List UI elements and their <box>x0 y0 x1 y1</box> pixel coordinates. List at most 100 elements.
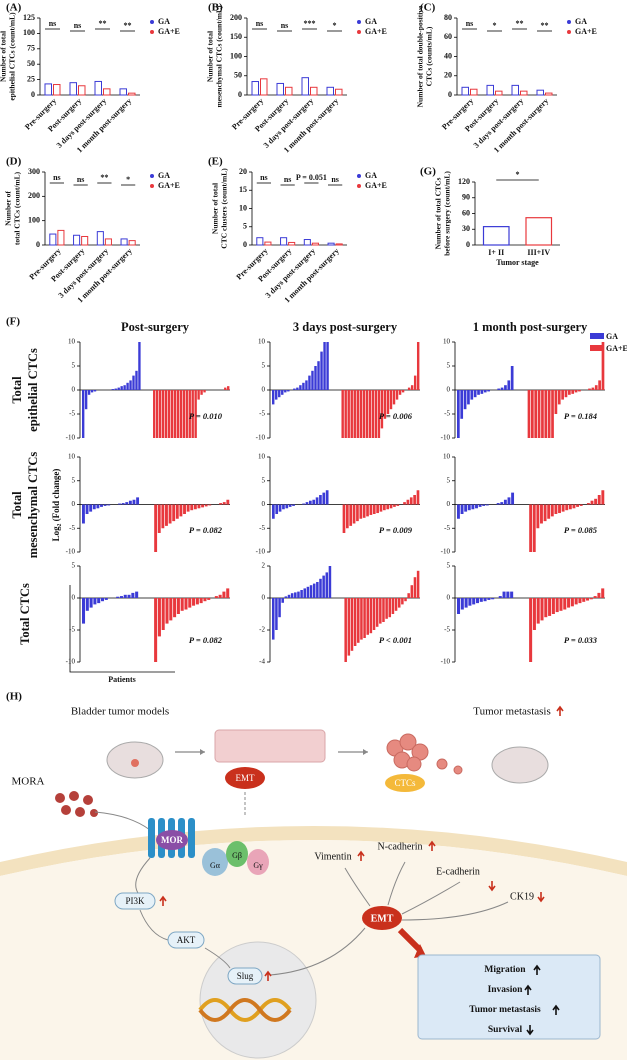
bar <box>278 390 281 398</box>
diagram-text: Vimentin <box>314 851 351 862</box>
bar <box>288 504 292 507</box>
bar <box>322 492 326 505</box>
bar <box>226 588 230 598</box>
bar <box>352 504 356 524</box>
y-tick-label: 100 <box>28 215 40 224</box>
bar <box>297 591 300 598</box>
bar <box>281 390 284 395</box>
arrow <box>387 861 406 906</box>
bar <box>601 490 605 505</box>
bar <box>506 591 510 598</box>
bar <box>407 593 410 598</box>
bar <box>222 502 226 505</box>
axis-bracket <box>69 585 175 673</box>
bar <box>404 598 407 602</box>
bar <box>164 390 168 438</box>
y-tick-label: -10 <box>66 548 76 556</box>
bar <box>284 596 288 598</box>
bar <box>153 390 156 438</box>
bar <box>82 598 86 624</box>
legend-label: GA <box>158 17 170 26</box>
bar <box>394 598 398 611</box>
y-tick-label: 0 <box>447 386 451 394</box>
y-tick-label: 75 <box>27 44 35 53</box>
bar <box>601 588 605 598</box>
bar <box>470 88 478 96</box>
bar <box>545 92 553 96</box>
legend-label: GA+E <box>365 181 387 190</box>
bar <box>480 390 484 394</box>
legend-marker <box>590 333 604 339</box>
bar <box>391 598 395 614</box>
bar <box>475 504 478 509</box>
bar <box>601 342 605 390</box>
y-tick-label: -10 <box>441 658 451 666</box>
bar <box>471 504 475 510</box>
y-tick-label: 25 <box>27 74 35 83</box>
bar <box>104 598 108 600</box>
y-tick-label: -10 <box>441 548 451 556</box>
legend-marker <box>590 345 604 351</box>
diagram-text: Gα <box>210 861 221 870</box>
bar <box>320 351 323 390</box>
bar <box>175 504 179 519</box>
bar <box>461 86 469 96</box>
bar <box>317 361 320 390</box>
bar <box>540 598 544 621</box>
bar <box>551 598 555 614</box>
y-tick-label: -5 <box>69 626 75 634</box>
bar <box>199 598 203 604</box>
mouse <box>491 746 549 784</box>
bar <box>369 504 373 515</box>
bar <box>406 499 410 505</box>
panel-label: (G) <box>420 166 436 178</box>
bar <box>541 390 544 438</box>
y-axis-label: epithelial CTCs (count/mL) <box>8 12 17 101</box>
y-tick-label: 0 <box>447 594 451 602</box>
bar <box>554 504 558 514</box>
bar <box>379 504 383 512</box>
bar <box>550 504 554 517</box>
bar <box>362 504 366 518</box>
row-title: epithelial CTCs <box>26 348 40 432</box>
bar <box>53 84 61 96</box>
bar <box>389 504 393 509</box>
diagram-text: Gβ <box>232 851 242 860</box>
bar <box>312 499 316 505</box>
y-tick-label: 5 <box>447 476 451 484</box>
bar <box>272 504 275 519</box>
bar <box>197 390 200 400</box>
significance-label: * <box>516 170 520 179</box>
bar <box>169 598 173 621</box>
bar <box>368 390 372 438</box>
y-tick-label: -5 <box>444 626 450 634</box>
bar <box>496 503 500 505</box>
legend-label: GA <box>365 171 377 180</box>
bar <box>356 504 359 522</box>
bar <box>495 90 503 96</box>
y-tick-label: 10 <box>68 453 76 461</box>
bar <box>188 390 191 438</box>
y-axis-label: mesenchymal CTCs (count/mL) <box>215 5 224 108</box>
bar <box>572 504 576 509</box>
bar <box>308 375 311 390</box>
bar <box>138 342 141 390</box>
bar <box>369 598 373 634</box>
bar <box>468 598 472 606</box>
diagram-text: EMT <box>236 773 256 783</box>
bar <box>525 217 553 246</box>
bar <box>326 86 334 96</box>
y-tick-label: -10 <box>256 434 266 442</box>
diagram-text: Bladder tumor models <box>71 706 169 718</box>
bar <box>156 390 159 438</box>
bar <box>551 390 554 438</box>
bar <box>457 504 460 519</box>
bar <box>294 592 297 598</box>
p-value: P = 0.082 <box>189 635 223 645</box>
outcome: Tumor metastasis <box>469 1005 541 1015</box>
bar <box>184 598 188 610</box>
bar <box>380 390 384 429</box>
significance-label: ns <box>53 173 61 182</box>
bar <box>571 390 575 394</box>
